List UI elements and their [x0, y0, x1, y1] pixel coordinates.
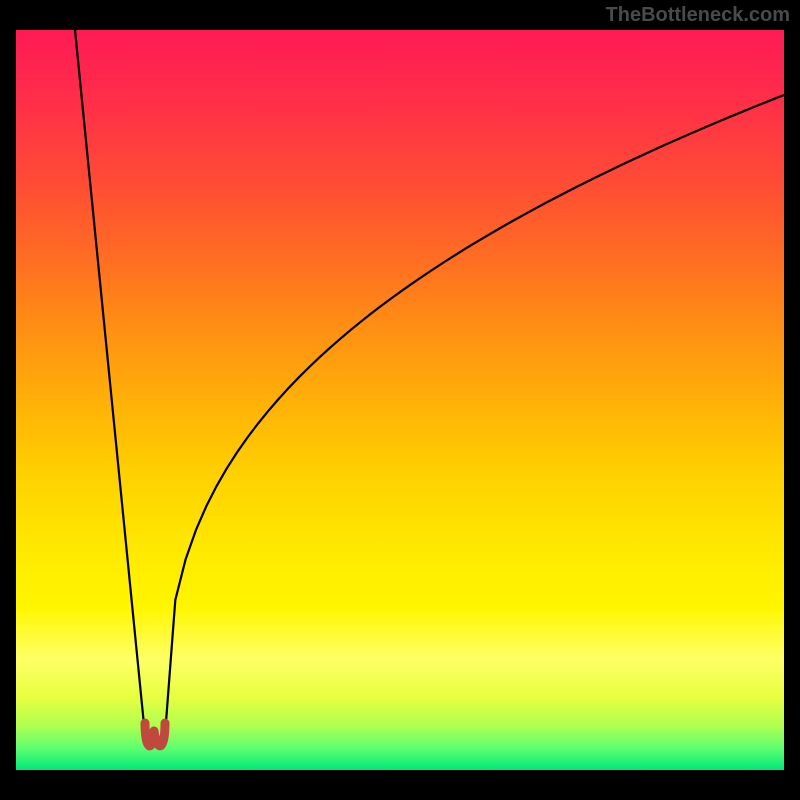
chart-container: TheBottleneck.com [0, 0, 800, 800]
chart-background [16, 30, 784, 770]
bottleneck-chart [0, 0, 800, 800]
watermark: TheBottleneck.com [606, 4, 790, 27]
